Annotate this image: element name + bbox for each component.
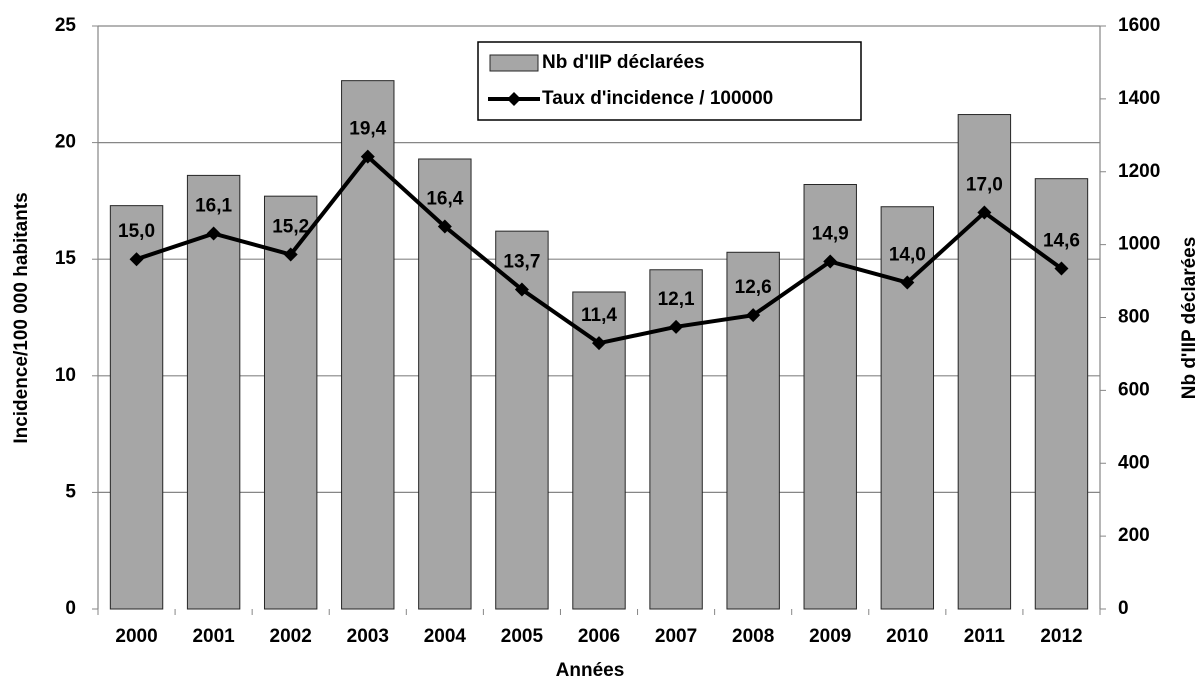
y-tick-label: 15 [55,248,77,269]
x-tick-label: 2012 [1040,626,1082,647]
data-label: 14,0 [889,245,926,266]
y-tick-label: 0 [65,598,76,619]
x-tick-label: 2000 [115,626,157,647]
bar [1034,178,1089,610]
x-tick-label: 2008 [732,626,774,647]
data-label: 15,0 [118,221,155,242]
x-tick-label: 2002 [270,626,312,647]
data-label: 14,9 [812,224,849,245]
data-label: 14,6 [1043,231,1080,252]
bar [803,184,857,610]
y-tick-label: 20 [55,132,76,153]
data-label: 17,0 [966,175,1003,196]
marker [437,219,452,234]
data-label: 16,1 [195,196,232,217]
bar [726,251,780,610]
y-tick-label: 25 [55,15,77,36]
y-axis-title: Incidence/100 000 habitants [11,192,32,443]
legend-label: Taux d'incidence / 100000 [542,88,773,109]
data-label: 15,2 [272,217,309,238]
x-tick-label: 2006 [578,626,620,647]
y2-tick-label: 200 [1118,525,1150,546]
y2-axis-title: Nb d'IIP déclarées [1179,237,1200,400]
bar [649,269,703,610]
bar [263,195,318,610]
x-tick-label: 2011 [964,626,1006,647]
marker [592,336,606,351]
marker [129,252,144,267]
y2-tick-label: 0 [1118,598,1129,619]
x-tick-label: 2007 [655,626,697,647]
x-tick-label: 2001 [192,626,235,647]
bar [109,205,164,610]
marker [669,319,684,334]
marker [514,282,529,297]
data-label: 12,6 [735,277,772,298]
x-tick-label: 2009 [809,626,851,647]
bar [418,158,472,610]
data-label: 11,4 [581,305,617,326]
marker [283,247,298,262]
legend-box [477,41,862,121]
legend-marker [507,92,521,106]
data-label: 12,1 [658,289,695,310]
y-tick-label: 5 [65,481,76,502]
x-axis-title: Années [556,660,625,681]
y-tick-label: 10 [55,365,76,386]
marker [823,254,838,269]
y2-tick-label: 1200 [1118,161,1160,182]
y2-tick-label: 800 [1118,307,1150,328]
data-label: 19,4 [349,119,386,140]
y2-tick-label: 400 [1118,452,1150,473]
marker [1054,261,1069,276]
x-tick-label: 2003 [347,626,389,647]
marker [977,205,992,220]
bar [880,206,935,610]
x-tick-label: 2004 [424,626,467,647]
x-tick-label: 2005 [501,626,544,647]
marker [206,226,221,241]
marker [900,275,915,290]
legend-swatch [489,54,539,72]
bar [186,174,241,610]
data-label: 13,7 [503,252,540,273]
bar [957,114,1012,610]
legend-label: Nb d'IIP déclarées [542,52,705,73]
y2-tick-label: 1400 [1118,88,1160,109]
y2-tick-label: 1600 [1118,15,1160,36]
bar [341,80,395,610]
y2-tick-label: 600 [1118,379,1150,400]
x-tick-label: 2010 [886,626,928,647]
data-label: 16,4 [426,189,463,210]
marker [360,149,375,164]
marker [746,308,761,323]
y2-tick-label: 1000 [1118,234,1160,255]
